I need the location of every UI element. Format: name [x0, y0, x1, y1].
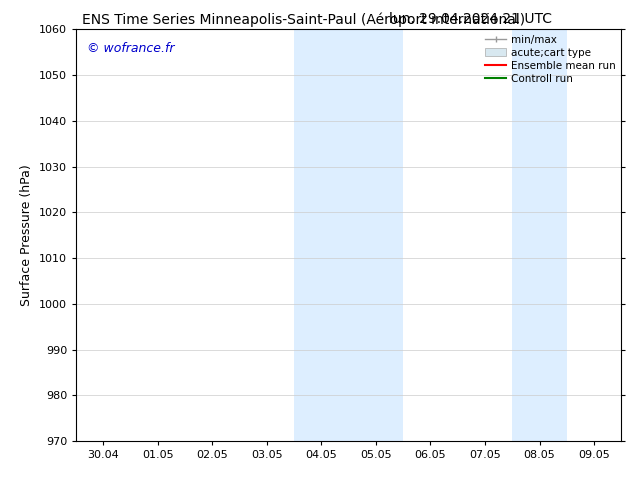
Text: lun. 29.04.2024 21 UTC: lun. 29.04.2024 21 UTC: [389, 12, 552, 26]
Bar: [540, 29, 567, 441]
Legend: min/max, acute;cart type, Ensemble mean run, Controll run: min/max, acute;cart type, Ensemble mean …: [485, 35, 616, 84]
Y-axis label: Surface Pressure (hPa): Surface Pressure (hPa): [20, 164, 34, 306]
Text: © wofrance.fr: © wofrance.fr: [87, 42, 174, 55]
Bar: [321, 29, 403, 441]
Bar: [512, 29, 540, 441]
Text: ENS Time Series Minneapolis-Saint-Paul (Aéroport international): ENS Time Series Minneapolis-Saint-Paul (…: [82, 12, 526, 27]
Bar: [294, 29, 321, 441]
